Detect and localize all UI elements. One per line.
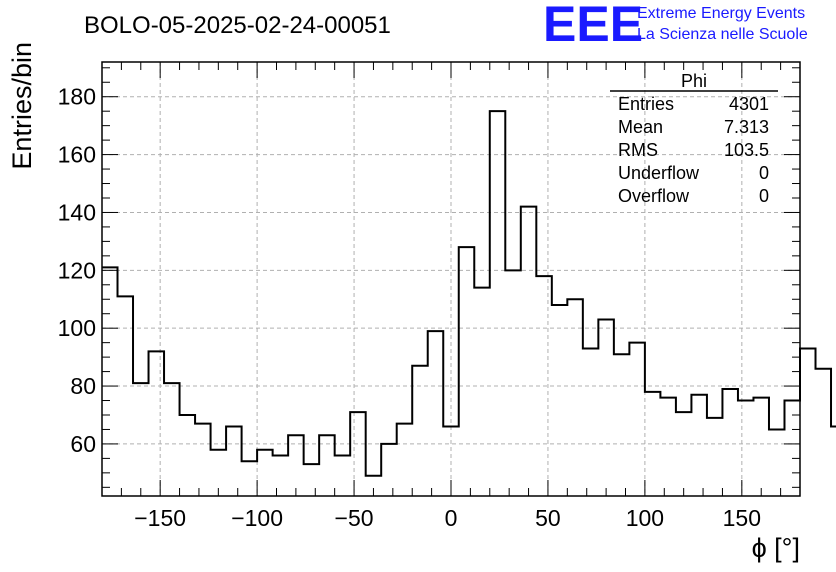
x-tick-label: −50	[335, 505, 374, 531]
stats-label: Overflow	[618, 186, 690, 206]
y-tick-label: 80	[70, 373, 96, 399]
x-tick-label: 50	[535, 505, 561, 531]
stats-value: 0	[759, 186, 769, 206]
stats-value: 103.5	[724, 140, 769, 160]
y-tick-label: 60	[70, 431, 96, 457]
y-tick-label: 140	[58, 199, 96, 225]
eee-logo-letters: EEE	[543, 0, 643, 52]
x-axis-title: ϕ [°]	[752, 533, 800, 563]
stats-label: Mean	[618, 117, 663, 137]
stats-value: 7.313	[724, 117, 769, 137]
stats-value: 0	[759, 163, 769, 183]
stats-name: Phi	[681, 71, 707, 91]
stats-box: Phi Entries 4301 Mean 7.313 RMS 103.5 Underflo…	[610, 71, 778, 206]
stats-value: 4301	[729, 94, 769, 114]
grid	[102, 62, 800, 496]
y-tick-label: 120	[58, 257, 96, 283]
stats-label: Underflow	[618, 163, 700, 183]
y-axis-title: Entries/bin	[7, 42, 37, 170]
x-tick-label: −100	[231, 505, 283, 531]
eee-logo-line1: Extreme Energy Events	[637, 5, 805, 22]
x-tick-label: 100	[626, 505, 664, 531]
y-tick-label: 180	[58, 84, 96, 110]
eee-logo: EEE Extreme Energy Events La Scienza nel…	[543, 0, 808, 52]
eee-logo-line2: La Scienza nelle Scuole	[637, 26, 808, 43]
y-tick-label: 160	[58, 142, 96, 168]
stats-label: RMS	[618, 140, 658, 160]
histogram-line	[102, 110, 836, 477]
x-tick-label: −150	[134, 505, 186, 531]
axis-ticks: −150 −100 −50 0 50 100 150 60 80 100 120 140 160 180	[58, 62, 801, 531]
x-tick-label: 150	[723, 505, 761, 531]
y-tick-label: 100	[58, 315, 96, 341]
x-tick-label: 0	[445, 505, 458, 531]
stats-label: Entries	[618, 94, 674, 114]
chart-title: BOLO-05-2025-02-24-00051	[84, 12, 391, 39]
